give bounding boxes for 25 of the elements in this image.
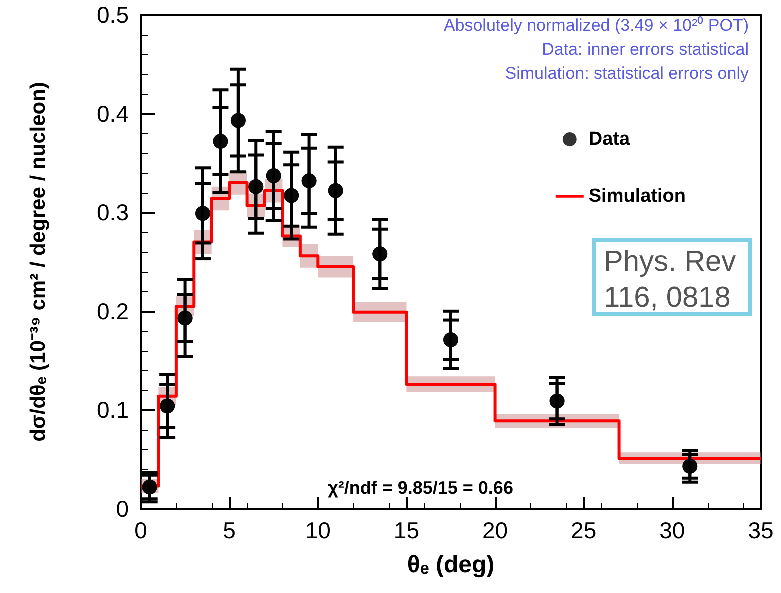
x-tick-label: 5 [223, 518, 236, 544]
y-tick-label: 0.1 [97, 397, 129, 424]
y-tick-label: 0.2 [97, 298, 129, 324]
legend-label: Simulation [588, 186, 686, 207]
x-tick-label: 10 [305, 518, 331, 544]
y-tick-label: 0 [116, 496, 129, 522]
x-tick-label: 35 [748, 518, 774, 544]
y-tick-label: 0.3 [97, 200, 129, 226]
annotation: Simulation: statistical errors only [505, 64, 750, 83]
annotation: Phys. Rev [604, 245, 738, 280]
citation-box: Phys. Rev 116, 0818 [592, 238, 752, 316]
legend-label: Data [588, 129, 630, 150]
y-tick-label: 0.5 [97, 2, 129, 28]
annotation: Data: inner errors statistical [542, 40, 749, 59]
x-tick-label: 25 [571, 518, 597, 544]
x-tick-label: 15 [394, 518, 420, 544]
annotation: Absolutely normalized (3.49 × 10²⁰ POT) [444, 16, 749, 35]
annotation: 116, 0818 [604, 281, 732, 316]
x-axis-title: θₑ (deg) [407, 552, 495, 578]
x-tick-label: 30 [660, 518, 686, 544]
annotation: χ²/ndf = 9.85/15 = 0.66 [328, 478, 514, 498]
y-tick-label: 0.4 [97, 100, 130, 127]
x-tick-label: 0 [134, 518, 148, 544]
x-tick-label: 20 [482, 518, 508, 544]
y-axis-title: dσ/dθₑ (10⁻³⁹ cm² / degree / nucleon) [27, 82, 50, 442]
